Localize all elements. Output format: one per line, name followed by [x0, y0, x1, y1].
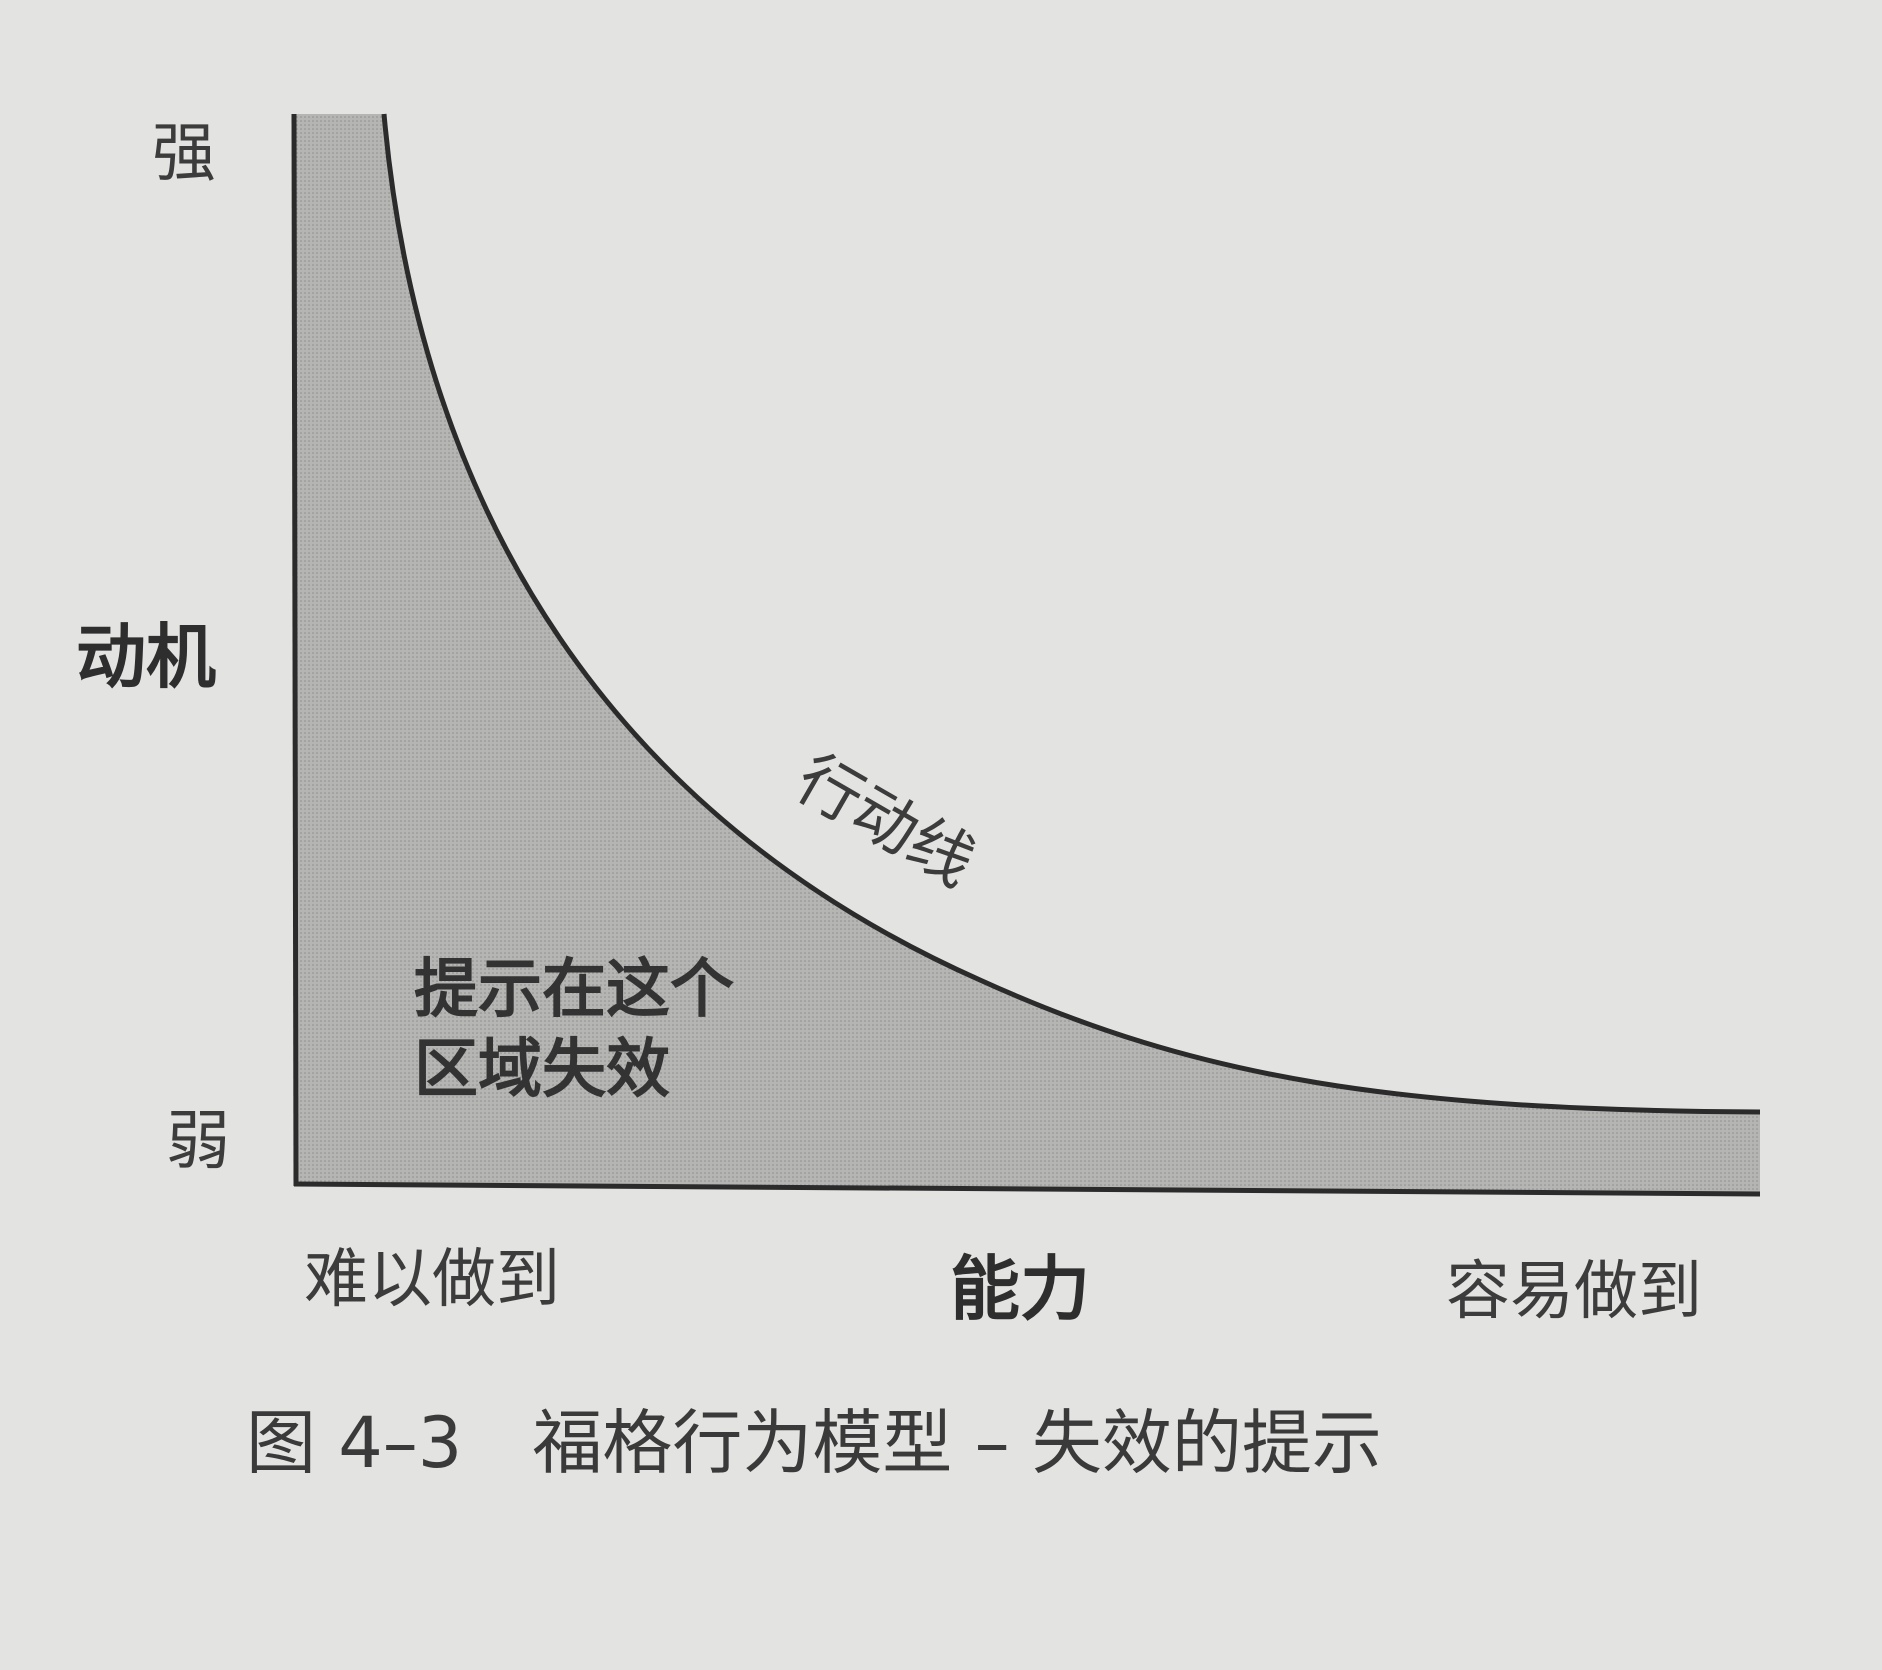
y-axis-label: 动机: [76, 616, 216, 698]
x-axis-left-label: 难以做到: [304, 1243, 560, 1317]
y-axis: [291, 113, 299, 1187]
y-axis-top-label: 强: [152, 117, 216, 191]
zone-label-line-1: 提示在这个: [414, 953, 734, 1027]
figure-title: 福格行为模型 – 失效的提示: [532, 1402, 1382, 1484]
failure-zone: [296, 114, 1760, 1194]
y-axis-bottom-label: 弱: [166, 1105, 230, 1179]
figure-number: 图 4–3: [246, 1402, 463, 1484]
action-line: [381, 113, 1761, 1115]
zone-label-line-2: 区域失效: [414, 1033, 670, 1107]
figure-caption: 图 4–3 福格行为模型 – 失效的提示: [246, 1408, 1382, 1478]
x-axis-label: 能力: [950, 1248, 1090, 1330]
zone-label: 提示在这个 区域失效: [414, 950, 734, 1110]
x-axis-right-label: 容易做到: [1446, 1255, 1702, 1329]
x-axis: [293, 1181, 1761, 1197]
